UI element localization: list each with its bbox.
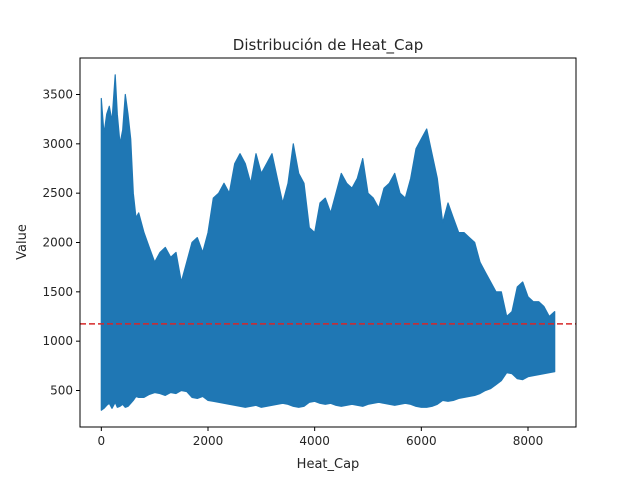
x-tick-label: 0 bbox=[98, 434, 106, 448]
x-tick-label: 6000 bbox=[406, 434, 437, 448]
plot-area bbox=[100, 74, 556, 411]
series-band-0 bbox=[100, 74, 556, 411]
y-tick-label: 2000 bbox=[42, 236, 73, 250]
y-tick-label: 500 bbox=[50, 383, 73, 397]
y-axis: 500 1000 1500 2000 2500 3000 3500 bbox=[42, 88, 80, 397]
x-tick-label: 8000 bbox=[513, 434, 544, 448]
y-tick-label: 3000 bbox=[42, 137, 73, 151]
chart-title: Distribución de Heat_Cap bbox=[233, 36, 423, 55]
y-tick-label: 3500 bbox=[42, 88, 73, 102]
y-tick-label: 2500 bbox=[42, 186, 73, 200]
y-axis-label: Value bbox=[15, 224, 30, 260]
x-axis-label: Heat_Cap bbox=[297, 457, 360, 472]
x-tick-label: 4000 bbox=[299, 434, 330, 448]
y-tick-label: 1000 bbox=[42, 334, 73, 348]
x-tick-label: 2000 bbox=[193, 434, 224, 448]
y-tick-label: 1500 bbox=[42, 285, 73, 299]
x-axis: 0 2000 4000 6000 8000 bbox=[98, 427, 544, 448]
